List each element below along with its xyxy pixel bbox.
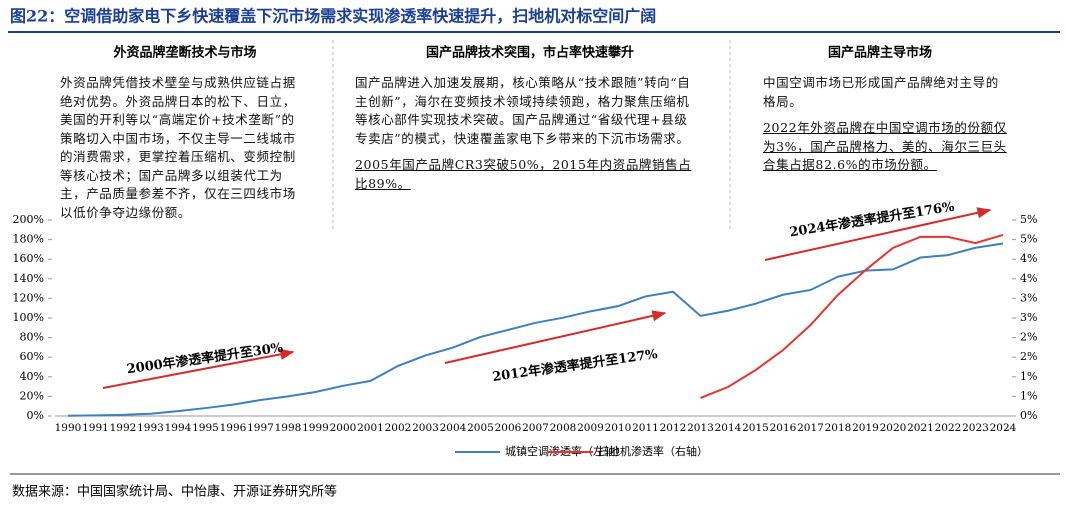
y2-tick-label: 5% <box>1020 233 1037 246</box>
x-tick-label: 2020 <box>880 422 907 434</box>
panel-body: 外资品牌凭借技术壁垒与成熟供应链占据绝对优势。外资品牌日本的松下、日立，美国的开… <box>60 75 296 220</box>
x-tick-label: 1996 <box>220 422 247 434</box>
y2-tick-label: 0% <box>1020 409 1037 422</box>
panel-text: 国产品牌进入加速发展期，核心策略从“技术跟随”转向“自主创新”，海尔在变频技术领… <box>355 74 693 193</box>
x-tick-label: 2023 <box>962 422 989 434</box>
x-tick-label: 1994 <box>165 422 192 434</box>
x-tick-label: 1995 <box>192 422 219 434</box>
y-tick-label: 100% <box>13 311 44 324</box>
annotation: 2024年渗透率提升至176% <box>788 198 956 240</box>
x-tick-label: 2006 <box>495 422 522 434</box>
panel-text: 中国空调市场已形成国产品牌绝对主导的格局。 2022年外资品牌在中国空调市场的份额… <box>763 74 1008 175</box>
x-tick-label: 2012 <box>660 422 687 434</box>
series-line <box>67 242 1004 417</box>
y-tick-label: 200% <box>13 213 44 226</box>
x-tick-label: 1992 <box>110 422 137 434</box>
annotation: 2000年渗透率提升至30% <box>126 340 285 378</box>
y2-tick-label: 5% <box>1020 213 1037 226</box>
y-tick-label: 140% <box>13 272 44 285</box>
y2-tick-label: 3% <box>1020 291 1037 304</box>
y-tick-label: 160% <box>13 252 44 265</box>
legend-label: 扫地机渗透率（右轴） <box>598 444 708 458</box>
source: 数据来源：中国国家统计局、中怡康、开源证券研究所等 <box>12 484 337 500</box>
y2-tick-label: 1% <box>1020 370 1037 383</box>
y-tick-label: 40% <box>20 370 44 383</box>
x-tick-label: 2014 <box>715 422 742 434</box>
y2-tick-label: 4% <box>1020 272 1037 285</box>
y2-tick-label: 2% <box>1020 350 1037 363</box>
x-tick-label: 2011 <box>632 422 659 434</box>
panel-heading: 国产品牌技术突围，市占率快速攀升 <box>426 45 634 61</box>
panel-heading: 国产品牌主导市场 <box>828 45 932 61</box>
x-tick-label: 2002 <box>385 422 412 434</box>
y-tick-label: 80% <box>20 331 44 344</box>
x-tick-label: 1998 <box>275 422 302 434</box>
panel-text: 外资品牌凭借技术壁垒与成熟供应链占据绝对优势。外资品牌日本的松下、日立，美国的开… <box>60 74 300 222</box>
x-tick-label: 2008 <box>550 422 577 434</box>
x-tick-label: 2024 <box>990 422 1017 434</box>
panel-body: 国产品牌进入加速发展期，核心策略从“技术跟随”转向“自主创新”，海尔在变频技术领… <box>355 75 691 146</box>
y2-tick-label: 3% <box>1020 311 1037 324</box>
x-tick-label: 2022 <box>935 422 962 434</box>
x-tick-label: 2017 <box>797 422 824 434</box>
x-tick-label: 2016 <box>770 422 797 434</box>
panel-body: 中国空调市场已形成国产品牌绝对主导的格局。 <box>763 75 999 109</box>
y2-tick-label: 4% <box>1020 252 1037 265</box>
y-tick-label: 0% <box>27 409 44 422</box>
x-tick-label: 1993 <box>137 422 164 434</box>
x-tick-label: 2015 <box>742 422 769 434</box>
y2-tick-label: 2% <box>1020 331 1037 344</box>
y2-tick-label: 1% <box>1020 389 1037 402</box>
panel-heading: 外资品牌垄断技术与市场 <box>112 45 256 61</box>
annotation-arrow <box>444 310 667 364</box>
annotation-arrow <box>764 207 992 261</box>
x-tick-label: 2019 <box>852 422 879 434</box>
x-tick-label: 2004 <box>440 422 467 434</box>
x-tick-label: 2001 <box>357 422 384 434</box>
x-tick-label: 1991 <box>82 422 109 434</box>
y-tick-label: 20% <box>20 389 44 402</box>
x-tick-label: 2009 <box>577 422 604 434</box>
y-tick-label: 60% <box>20 350 44 363</box>
annotation: 2012年渗透率提升至127% <box>491 346 659 385</box>
x-tick-label: 2010 <box>605 422 632 434</box>
x-tick-label: 2013 <box>687 422 714 434</box>
panel-highlight: 2005年国产品牌CR3突破50%，2015年内资品牌销售占比89%。 <box>355 157 692 191</box>
x-tick-label: 1999 <box>302 422 329 434</box>
x-tick-label: 2018 <box>825 422 852 434</box>
x-tick-label: 2000 <box>330 422 357 434</box>
x-tick-label: 1997 <box>247 422 274 434</box>
figure-title: 图22：空调借助家电下乡快速覆盖下沉市场需求实现渗透率快速提升，扫地机对标空间广… <box>10 7 656 26</box>
x-tick-label: 2021 <box>907 422 934 434</box>
y-tick-label: 120% <box>13 291 44 304</box>
annotation-arrow <box>102 348 295 389</box>
y-tick-label: 180% <box>13 233 44 246</box>
x-tick-label: 2003 <box>412 422 439 434</box>
panel-highlight: 2022年外资品牌在中国空调市场的份额仅为3%，国产品牌格力、美的、海尔三巨头合… <box>763 120 1007 172</box>
x-tick-label: 2007 <box>522 422 549 434</box>
x-tick-label: 2005 <box>467 422 494 434</box>
x-tick-label: 1990 <box>55 422 82 434</box>
series-line <box>700 233 1004 399</box>
